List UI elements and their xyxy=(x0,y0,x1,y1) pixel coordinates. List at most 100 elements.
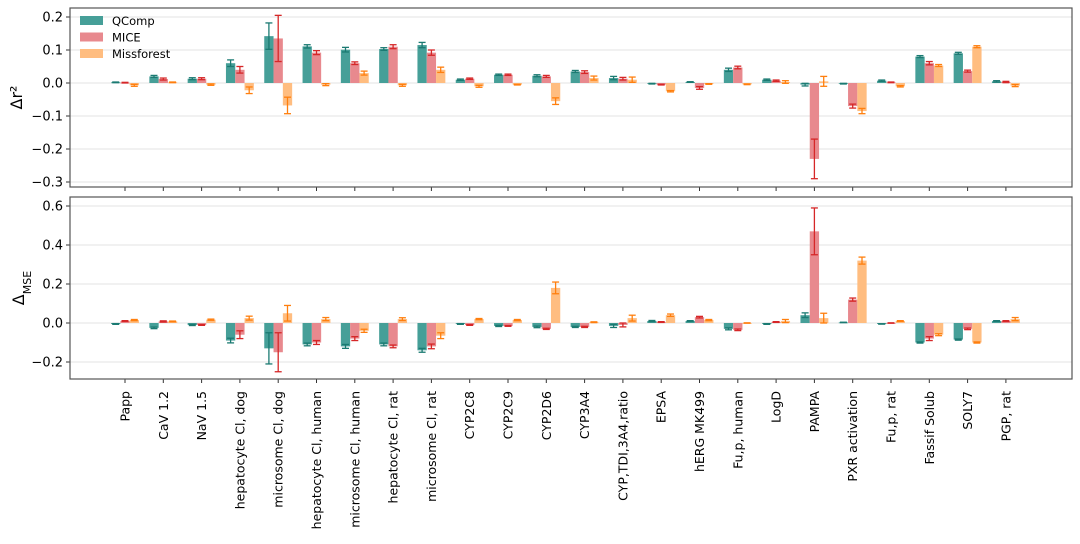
x-tick-label: Fu,p, human xyxy=(730,391,745,469)
bar-missforest xyxy=(857,260,867,323)
bar-missforest xyxy=(550,83,561,102)
bar-mice xyxy=(196,78,207,83)
bar-qcomp xyxy=(225,323,236,341)
bar-qcomp xyxy=(723,69,734,83)
bar-qcomp xyxy=(417,45,427,83)
bar-qcomp xyxy=(570,71,580,83)
bar-missforest xyxy=(359,73,369,83)
legend-swatch-qcomp xyxy=(80,16,103,25)
bar-qcomp xyxy=(340,323,351,347)
x-tick-label: hepatocyte Cl, rat xyxy=(386,391,401,504)
bar-qcomp xyxy=(379,49,389,83)
legend-label: QComp xyxy=(112,14,155,28)
bar-mice xyxy=(235,69,245,83)
bar-mice xyxy=(465,78,475,83)
x-tick-label: microsome Cl, dog xyxy=(271,391,286,508)
bar-qcomp xyxy=(417,323,427,351)
bar-mice xyxy=(733,323,743,330)
bar-missforest xyxy=(206,319,216,323)
y-tick-label: −0.3 xyxy=(31,176,63,191)
bar-qcomp xyxy=(149,323,159,328)
x-tick-label: LogD xyxy=(769,391,784,423)
plot-frame xyxy=(69,7,1073,188)
bar-missforest xyxy=(972,46,982,83)
bar-mice xyxy=(426,323,437,347)
x-tick-label: Papp xyxy=(118,391,133,422)
y-axis-label-top: Δr² xyxy=(7,86,26,110)
bar-qcomp xyxy=(494,323,504,326)
plot-frame xyxy=(69,196,1073,380)
x-tick-label: CYP3A4 xyxy=(577,391,592,439)
bar-mice xyxy=(694,83,705,88)
bar-missforest xyxy=(436,323,446,336)
bar-qcomp xyxy=(264,36,274,83)
bar-qcomp xyxy=(532,75,542,83)
y-axis-label-bottom: ΔMSE xyxy=(9,271,34,305)
y-tick-label: 0.4 xyxy=(42,239,63,254)
bar-mice xyxy=(311,323,322,343)
bar-missforest xyxy=(474,319,484,323)
bar-mice xyxy=(694,317,705,323)
bar-missforest xyxy=(359,323,369,331)
y-tick-label: −0.2 xyxy=(31,143,63,158)
y-tick-label: 0.0 xyxy=(42,77,63,92)
bar-qcomp xyxy=(608,78,619,83)
bar-mice xyxy=(618,78,628,83)
bar-mice xyxy=(388,46,398,83)
bar-mice xyxy=(426,52,437,83)
bar-qcomp xyxy=(149,76,159,83)
bar-mice xyxy=(848,83,858,107)
x-tick-label: CYP2C8 xyxy=(462,391,477,439)
x-tick-label: NaV 1.5 xyxy=(194,391,209,440)
bar-mice xyxy=(503,323,513,326)
x-tick-label: hepatocyte Cl, human xyxy=(309,391,324,529)
bar-qcomp xyxy=(302,323,312,345)
bar-missforest xyxy=(282,83,293,106)
bar-qcomp xyxy=(915,56,925,83)
bar-qcomp xyxy=(953,323,963,340)
bar-mice xyxy=(158,79,168,83)
bar-missforest xyxy=(857,83,867,112)
bar-qcomp xyxy=(953,53,963,83)
bar-mice xyxy=(503,74,513,83)
bar-missforest xyxy=(933,65,944,83)
bar-mice xyxy=(350,323,360,339)
bar-missforest xyxy=(512,320,522,323)
y-tick-label: 0.1 xyxy=(42,44,63,59)
bar-mice xyxy=(924,323,934,339)
bar-missforest xyxy=(129,320,139,323)
bar-qcomp xyxy=(494,74,504,83)
x-tick-label: CYP2D6 xyxy=(539,391,554,440)
bar-mice xyxy=(388,323,398,347)
y-tick-label: 0.0 xyxy=(42,317,63,332)
x-tick-label: CaV 1.2 xyxy=(156,391,171,440)
bar-mice xyxy=(809,83,820,159)
bar-qcomp xyxy=(762,79,772,83)
bar-mice xyxy=(235,323,245,335)
panel-1: 0.2 0.1 0.0 −0.1 −0.2 −0.3 xyxy=(31,7,1073,191)
bar-qcomp xyxy=(532,323,542,327)
y-tick-label: −0.1 xyxy=(31,110,63,125)
bar-missforest xyxy=(474,83,484,87)
bar-qcomp xyxy=(723,323,734,329)
bar-mice xyxy=(962,71,973,83)
x-tick-label: EPSA xyxy=(654,391,669,424)
bar-qcomp xyxy=(379,323,389,345)
bar-qcomp xyxy=(915,323,925,343)
bar-mice xyxy=(541,76,551,83)
bar-missforest xyxy=(933,323,944,335)
y-tick-label: 0.2 xyxy=(42,11,63,26)
y-tick-label: −0.2 xyxy=(31,356,63,371)
legend-label: MICE xyxy=(112,31,141,45)
bar-mice xyxy=(809,231,820,323)
x-tick-label: microsome Cl, rat xyxy=(424,391,439,502)
bar-missforest xyxy=(436,69,446,83)
legend-label: Missforest xyxy=(112,47,171,61)
bar-qcomp xyxy=(187,78,197,83)
bar-qcomp xyxy=(302,46,312,83)
bar-mice xyxy=(579,323,590,327)
bar-missforest xyxy=(704,320,714,323)
x-tick-label: CYP,TDI,3A4,ratio xyxy=(615,391,630,501)
legend-swatch-mice xyxy=(80,32,103,42)
